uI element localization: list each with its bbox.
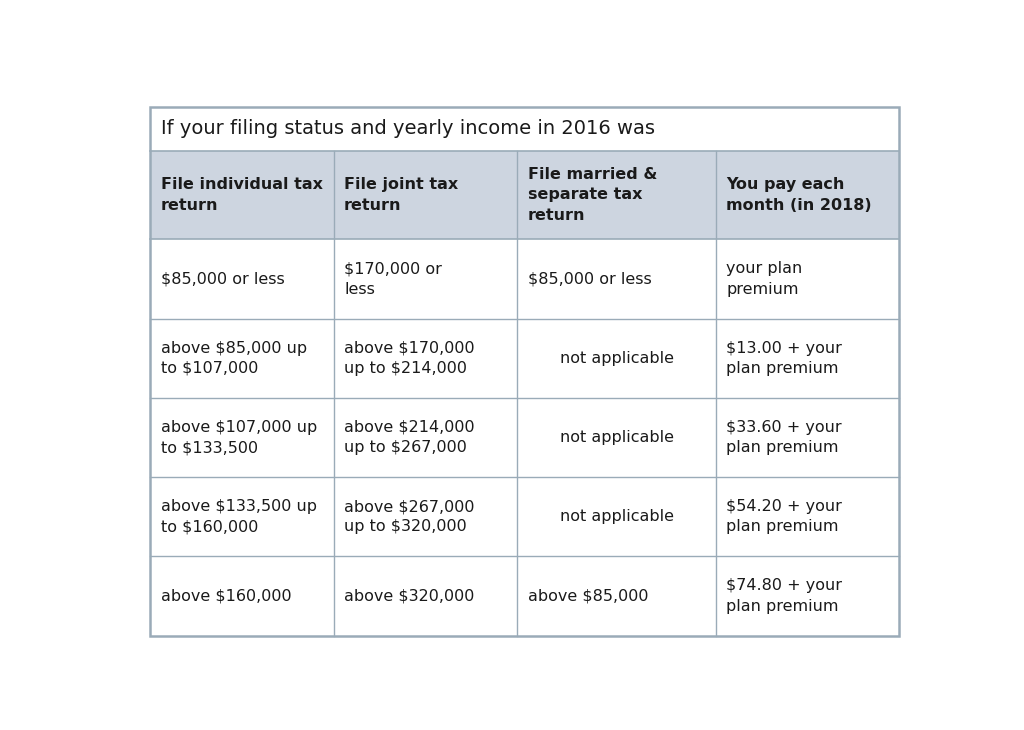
Text: If your filing status and yearly income in 2016 was: If your filing status and yearly income … [161, 120, 654, 139]
Text: above $170,000
up to $214,000: above $170,000 up to $214,000 [344, 341, 475, 376]
Text: $13.00 + your
plan premium: $13.00 + your plan premium [726, 341, 842, 376]
Text: $74.80 + your
plan premium: $74.80 + your plan premium [726, 578, 842, 614]
Text: above $160,000: above $160,000 [161, 588, 291, 604]
Text: You pay each
month (in 2018): You pay each month (in 2018) [726, 177, 871, 212]
Bar [151, 318, 899, 398]
Bar [151, 398, 899, 477]
Text: $54.20 + your
plan premium: $54.20 + your plan premium [726, 499, 842, 534]
Bar [151, 150, 899, 239]
Bar [151, 556, 899, 636]
Text: $170,000 or
less: $170,000 or less [344, 261, 442, 296]
Text: File joint tax
return: File joint tax return [344, 177, 459, 212]
Text: $33.60 + your
plan premium: $33.60 + your plan premium [726, 420, 842, 456]
Text: above $133,500 up
to $160,000: above $133,500 up to $160,000 [161, 499, 316, 534]
Text: above $214,000
up to $267,000: above $214,000 up to $267,000 [344, 420, 475, 456]
Text: File individual tax
return: File individual tax return [161, 177, 323, 212]
Text: your plan
premium: your plan premium [726, 261, 803, 296]
Text: not applicable: not applicable [559, 350, 674, 366]
Text: above $320,000: above $320,000 [344, 588, 474, 604]
Text: above $107,000 up
to $133,500: above $107,000 up to $133,500 [161, 420, 316, 456]
Text: not applicable: not applicable [559, 510, 674, 524]
Bar [151, 477, 899, 556]
Text: above $85,000 up
to $107,000: above $85,000 up to $107,000 [161, 341, 306, 376]
Text: above $267,000
up to $320,000: above $267,000 up to $320,000 [344, 499, 474, 534]
Text: not applicable: not applicable [559, 430, 674, 445]
Text: $85,000 or less: $85,000 or less [161, 272, 285, 286]
Text: File married &
separate tax
return: File married & separate tax return [527, 167, 657, 223]
Text: $85,000 or less: $85,000 or less [527, 272, 651, 286]
Text: above $85,000: above $85,000 [527, 588, 648, 604]
Bar [151, 239, 899, 318]
